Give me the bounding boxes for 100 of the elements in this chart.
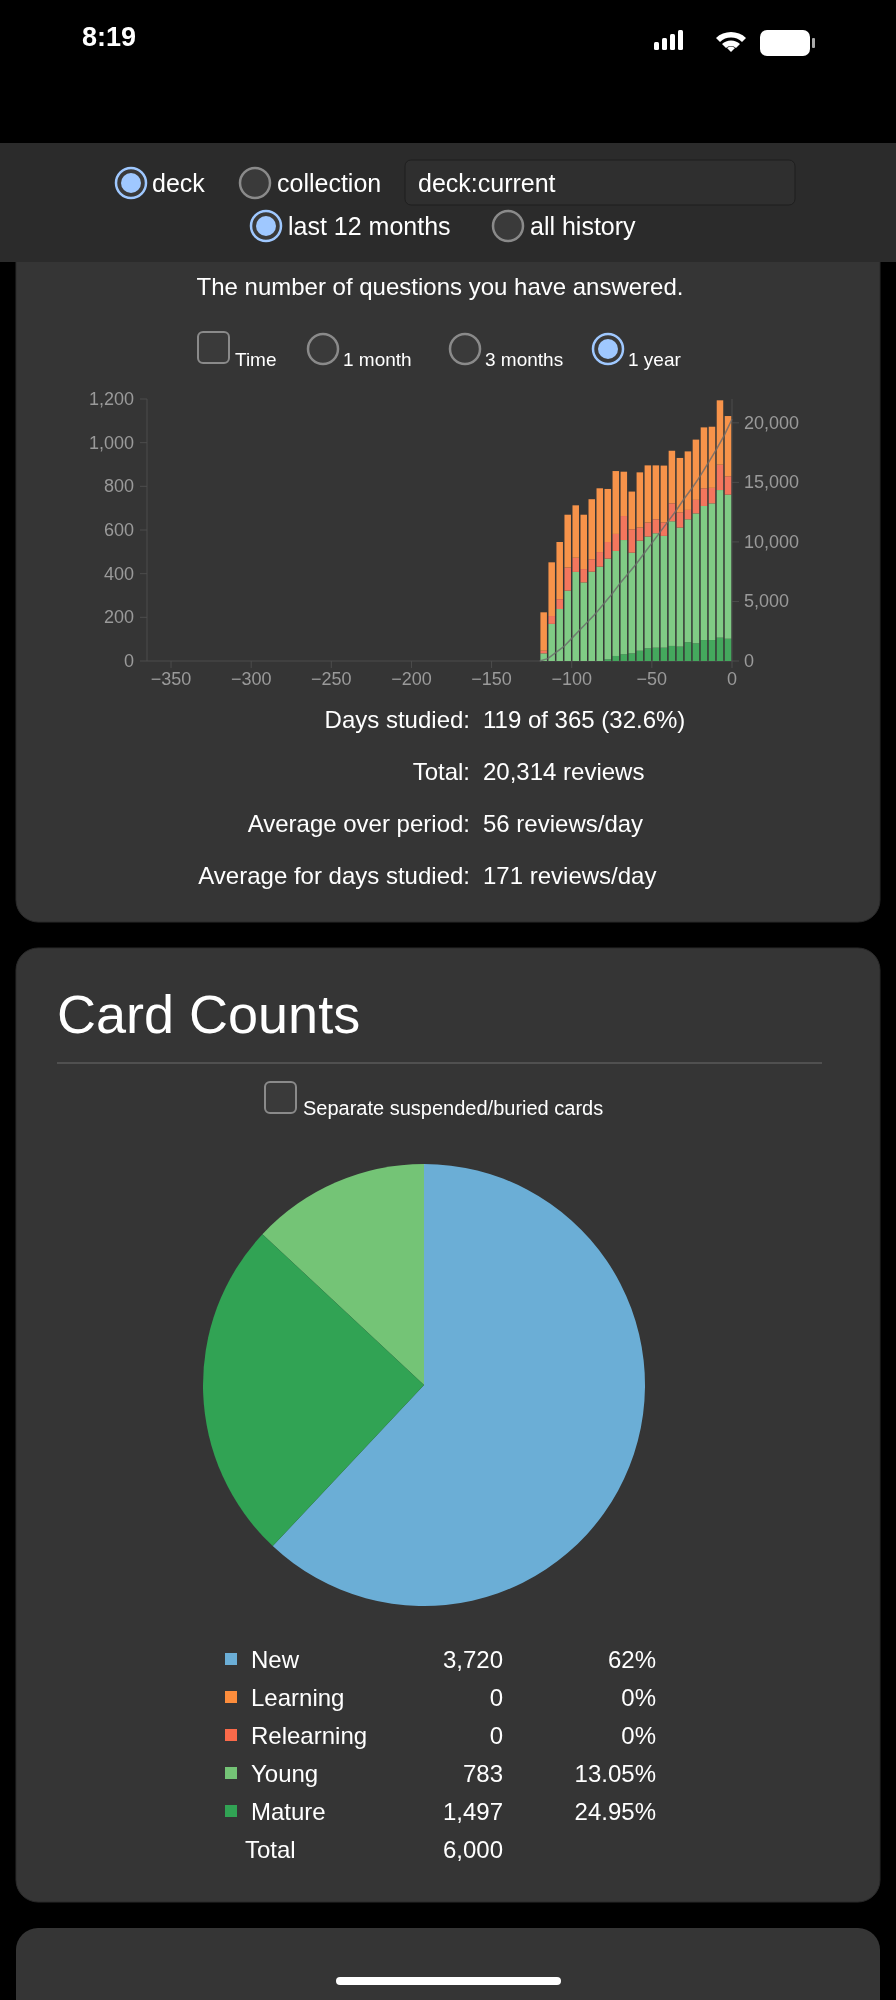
x-tick-label: −50 <box>636 669 668 689</box>
bar <box>708 640 716 661</box>
text: 6,000 <box>442 1836 503 1863</box>
bar <box>676 512 684 528</box>
bar <box>644 465 652 523</box>
bar <box>652 519 660 534</box>
bar <box>652 647 660 661</box>
text: Average over period: <box>247 810 470 837</box>
text: 0 <box>489 1684 503 1711</box>
bar <box>692 513 700 644</box>
bar <box>612 655 620 661</box>
y-tick-label: 800 <box>103 476 134 497</box>
y-tick-label: 600 <box>103 520 134 540</box>
bar <box>620 654 628 661</box>
text: collection <box>277 169 382 197</box>
text: Separate suspended/buried cards <box>303 1097 604 1119</box>
bar <box>604 542 612 559</box>
legend-label: Learning <box>251 1684 345 1711</box>
chart-title: Card Counts <box>57 984 361 1044</box>
bar <box>628 529 636 553</box>
text: deck <box>152 169 206 197</box>
bar <box>660 535 668 648</box>
y-tick-label: 400 <box>103 563 134 584</box>
y-tick-label: 1,000 <box>88 432 134 453</box>
text: 20,314 reviews <box>483 758 645 785</box>
bar <box>708 503 716 641</box>
pie-slice <box>272 1164 645 1606</box>
x-tick-label: −350 <box>150 669 192 689</box>
y-tick-label: 200 <box>103 607 134 628</box>
text: 1 year <box>628 349 682 370</box>
bar <box>700 505 708 641</box>
text: 62% <box>607 1646 656 1673</box>
bar <box>644 536 652 649</box>
bar <box>716 637 724 661</box>
bar <box>628 491 636 530</box>
bar <box>596 566 604 661</box>
text: all history <box>530 212 637 240</box>
bar <box>636 472 644 528</box>
data-label: 783 <box>462 1760 503 1787</box>
text: last 12 months <box>288 212 451 240</box>
bar <box>724 494 732 639</box>
legend-label: Relearning <box>251 1722 368 1749</box>
bar <box>652 533 660 648</box>
bar <box>628 653 636 661</box>
legend-label: Mature <box>251 1798 326 1825</box>
bar <box>620 516 628 541</box>
x-tick-label: −150 <box>471 669 512 689</box>
bar <box>684 642 692 661</box>
data-label: 1,497 <box>442 1798 503 1825</box>
bar <box>700 640 708 661</box>
bar <box>644 648 652 661</box>
bar <box>668 450 676 504</box>
bar <box>604 488 612 543</box>
text: deck:current <box>418 169 556 197</box>
text: 3 months <box>485 349 564 370</box>
bar <box>612 471 620 534</box>
bar <box>668 645 676 661</box>
pie-slice <box>262 1164 424 1385</box>
text: Time <box>235 349 277 370</box>
y2-tick-label: 0 <box>744 651 755 671</box>
text: 1 month <box>343 349 412 370</box>
bar <box>636 527 644 541</box>
chart-subtitle: The number of questions you have answered. <box>196 273 684 300</box>
x-tick-label: −100 <box>551 669 592 689</box>
text: Days studied: <box>324 706 470 733</box>
bar <box>724 476 732 495</box>
text: Total <box>245 1836 296 1863</box>
x-tick-label: −300 <box>230 669 272 689</box>
bar <box>644 522 652 537</box>
bar <box>652 465 660 520</box>
x-tick-label: 0 <box>726 669 738 689</box>
y2-tick-label: 5,000 <box>744 591 790 612</box>
y-tick-label: 1,200 <box>88 389 134 409</box>
bar <box>588 571 596 661</box>
bar <box>612 533 620 551</box>
bar <box>684 519 692 643</box>
bar <box>548 616 555 624</box>
text: 0% <box>621 1684 656 1711</box>
bar <box>596 488 604 553</box>
y-tick-label: 0 <box>123 651 134 671</box>
text: 24.95% <box>574 1798 656 1825</box>
bar <box>620 540 628 655</box>
bar <box>596 552 604 567</box>
text: 0 <box>489 1722 503 1749</box>
x-tick-label: −250 <box>311 669 352 689</box>
bar <box>588 559 596 572</box>
text: 56 reviews/day <box>483 810 644 837</box>
y2-tick-label: 15,000 <box>744 472 800 493</box>
legend-label: Young <box>251 1760 319 1787</box>
text: Average for days studied: <box>198 862 470 889</box>
bar <box>636 650 644 661</box>
bar <box>660 465 668 523</box>
pie-slice <box>203 1234 424 1547</box>
bar <box>724 638 732 661</box>
bar <box>668 521 676 646</box>
y2-tick-label: 10,000 <box>744 531 800 552</box>
bar <box>588 499 596 560</box>
bar <box>716 464 724 491</box>
text: Total: <box>412 758 470 785</box>
x-tick-label: −200 <box>391 669 432 689</box>
